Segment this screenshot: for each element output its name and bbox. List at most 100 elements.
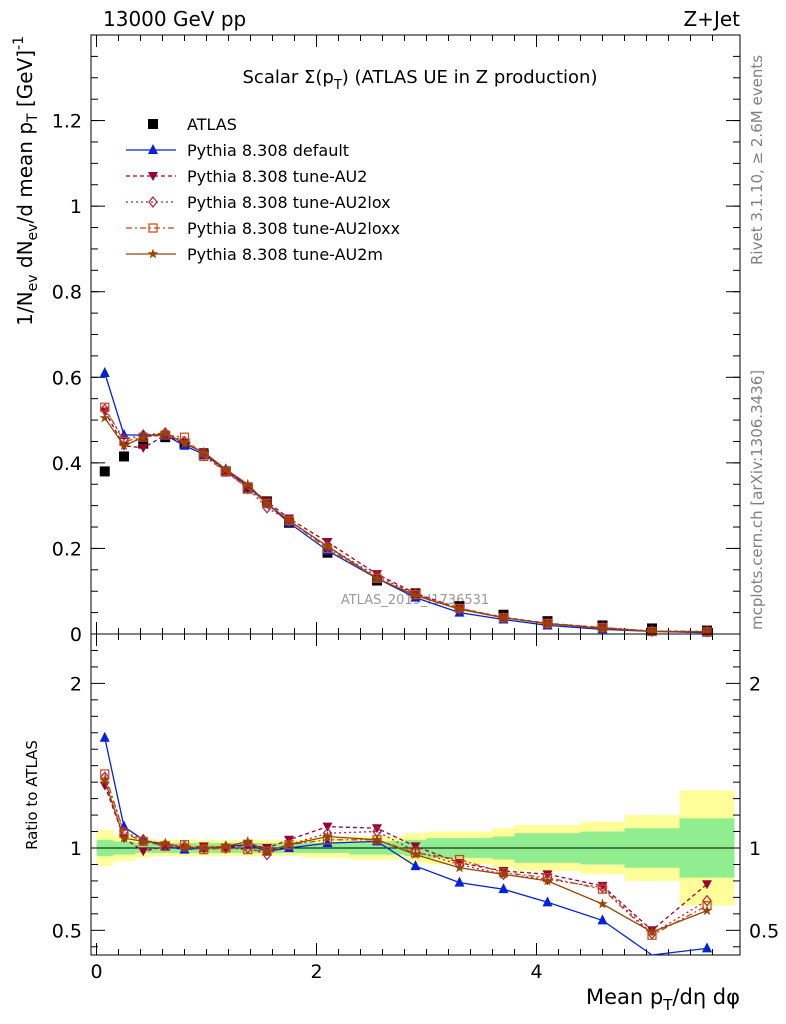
ratio-point (701, 905, 713, 915)
legend-entry-pythia-8-308-tune-au2: Pythia 8.308 tune-AU2 (126, 167, 367, 186)
ratio-point (410, 849, 421, 859)
y-axis-label-part: [GeV] (13, 50, 37, 113)
main-point (701, 626, 713, 637)
main-point (138, 438, 149, 449)
ratio-point (322, 831, 333, 841)
main-point (99, 367, 110, 378)
legend-label: Pythia 8.308 tune-AU2loxx (187, 219, 400, 238)
ratio-point (542, 896, 553, 907)
legend-entry-pythia-8-308-default: Pythia 8.308 default (126, 141, 349, 160)
legend-marker (148, 223, 158, 233)
legend-entry-pythia-8-308-tune-au2lox: Pythia 8.308 tune-AU2lox (126, 193, 391, 212)
ratio-point (99, 775, 110, 785)
main-y-tick-label: 0.4 (52, 453, 82, 475)
ratio-point (454, 862, 465, 873)
main-point (498, 612, 509, 623)
plot-title-sub: T (333, 78, 342, 93)
y-axis-label-part: ev (25, 224, 41, 241)
ratio-point (160, 842, 171, 852)
legend-label: Pythia 8.308 tune-AU2 (187, 167, 367, 186)
x-tick-label: 2 (310, 961, 322, 983)
ratio-point (261, 845, 273, 856)
y-axis-label-part: T (25, 113, 41, 123)
ratio-point (542, 875, 553, 886)
main-point (220, 463, 231, 474)
legend-entry-atlas: ATLAS (148, 115, 237, 134)
ratio-frame (90, 633, 741, 956)
x-axis-label-post: /dη dφ (672, 985, 740, 1009)
main-point (371, 572, 383, 583)
ratio-point (498, 868, 509, 879)
ratio-point (597, 881, 608, 891)
ratio-point (160, 837, 171, 848)
main-point (118, 440, 130, 451)
ratio-y-tick-label-right: 1 (749, 838, 761, 860)
ratio-y-tick-label-right: 2 (749, 673, 761, 695)
ratio-point (498, 883, 509, 894)
ratio-point (597, 884, 608, 894)
x-axis-label-sub: T (662, 996, 673, 1014)
plot-title: Scalar Σ(pT) (ATLAS UE in Z production) (243, 67, 598, 93)
ratio-y-tick-label: 0.5 (52, 920, 82, 942)
ratio-point (220, 840, 231, 851)
plot-title-pre: Scalar Σ(p (243, 67, 334, 88)
plot-title-post: ) (ATLAS UE in Z production) (342, 67, 598, 88)
main-point (99, 407, 110, 417)
y-axis-label-part: -1 (11, 36, 27, 50)
main-series-pythia-8-308-tune-au2m (99, 412, 713, 637)
main-point (410, 590, 421, 600)
legend-marker (148, 119, 158, 129)
ratio-point (99, 731, 110, 742)
collision-energy-label: 13000 GeV pp (103, 7, 246, 31)
y-axis-label-part: /d mean p (13, 122, 37, 224)
ratio-point (372, 824, 382, 834)
process-label: Z+Jet (683, 7, 740, 31)
legend-marker (148, 196, 158, 208)
main-point (119, 451, 129, 462)
main-point (261, 498, 273, 508)
y-axis-label-part: 1/N (13, 291, 37, 325)
main-point (99, 412, 110, 423)
main-y-tick-label: 0.8 (52, 282, 82, 304)
x-tick-label: 0 (90, 961, 102, 983)
main-point (138, 443, 149, 453)
main-plot-panel: 00.20.40.60.811.2ATLAS_2019_I1736531Scal… (11, 34, 741, 646)
main-point (283, 515, 295, 526)
ratio-point (284, 842, 294, 852)
ratio-point (138, 833, 149, 846)
x-axis-label-pre: Mean p (586, 985, 663, 1009)
main-point (99, 466, 110, 477)
y-axis-label-part: dN (13, 240, 37, 274)
ratio-point (646, 926, 658, 937)
main-point (646, 625, 658, 636)
ratio-point (597, 881, 608, 894)
main-y-tick-label: 0.2 (52, 538, 82, 560)
rivet-version-label: Rivet 3.1.10, ≥ 2.6M events (748, 55, 766, 265)
legend-marker (148, 144, 158, 154)
legend-entry-pythia-8-308-tune-au2loxx: Pythia 8.308 tune-AU2loxx (126, 219, 400, 238)
main-point (220, 465, 231, 478)
ratio-series-pythia-8-308-tune-au2m (99, 775, 713, 937)
main-point (597, 622, 608, 633)
legend-label: Pythia 8.308 tune-AU2m (187, 245, 383, 264)
main-point (138, 431, 149, 442)
ratio-point (283, 839, 295, 850)
ratio-point (138, 835, 149, 846)
main-point (160, 427, 171, 438)
main-point (242, 478, 253, 489)
ratio-y-tick-label: 1 (70, 838, 82, 860)
main-point (198, 446, 209, 457)
ratio-y-tick-label-right: 0.5 (749, 920, 779, 942)
ratio-point (242, 842, 253, 854)
legend-entry-pythia-8-308-tune-au2m: Pythia 8.308 tune-AU2m (126, 245, 383, 264)
main-point (100, 402, 110, 412)
main-point (702, 625, 712, 638)
ratio-point (702, 880, 712, 890)
ratio-point (410, 860, 421, 871)
ratio-point (138, 847, 149, 857)
legend: ATLAS Pythia 8.308 default Pythia 8.308 tu… (126, 115, 400, 264)
ratio-point (454, 876, 465, 887)
ratio-point (179, 842, 190, 853)
main-y-tick-label: 1.2 (52, 111, 82, 133)
